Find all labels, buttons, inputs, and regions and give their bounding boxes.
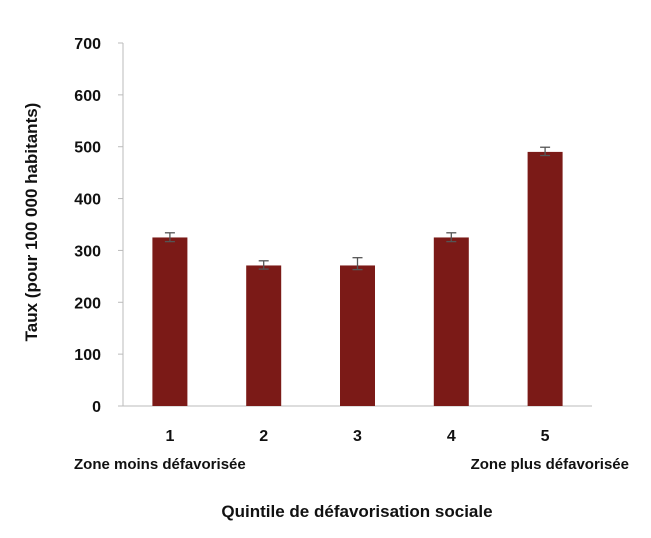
error-bar-2 xyxy=(258,260,269,270)
y-tick-label: 700 xyxy=(74,36,101,53)
bar-3 xyxy=(340,265,375,406)
x-tick-label: 4 xyxy=(447,428,456,445)
x-tick-label: 5 xyxy=(541,428,550,445)
x-tick-label: 2 xyxy=(259,428,268,445)
y-tick-label: 500 xyxy=(74,140,101,157)
y-tick-label: 0 xyxy=(92,399,101,416)
y-axis-ticks: 0 100 200 300 400 500 600 700 xyxy=(74,36,123,416)
error-bar-4 xyxy=(446,232,457,243)
error-bars xyxy=(164,146,551,271)
bar-5 xyxy=(527,151,563,406)
y-tick-label: 600 xyxy=(74,88,101,105)
x-annotation-left: Zone moins défavorisée xyxy=(74,456,246,473)
error-bar-1 xyxy=(164,232,175,243)
x-axis-title: Quintile de défavorisation sociale xyxy=(221,502,492,521)
y-tick-label: 300 xyxy=(74,243,101,260)
x-annotation-right: Zone plus défavorisée xyxy=(471,456,629,473)
bar-2 xyxy=(246,265,282,406)
x-tick-label: 1 xyxy=(165,428,174,445)
x-axis-ticks: 1 2 3 4 5 xyxy=(165,428,549,445)
y-tick-label: 400 xyxy=(74,192,101,209)
error-bar-5 xyxy=(540,146,551,157)
bar-1 xyxy=(152,237,188,406)
x-tick-label: 3 xyxy=(353,428,362,445)
y-tick-label: 200 xyxy=(74,295,101,312)
bars xyxy=(152,151,563,406)
y-tick-label: 100 xyxy=(74,347,101,364)
bar-4 xyxy=(433,237,469,406)
error-bar-3 xyxy=(352,257,363,271)
y-axis-title: Taux (pour 100 000 habitants) xyxy=(22,103,41,342)
